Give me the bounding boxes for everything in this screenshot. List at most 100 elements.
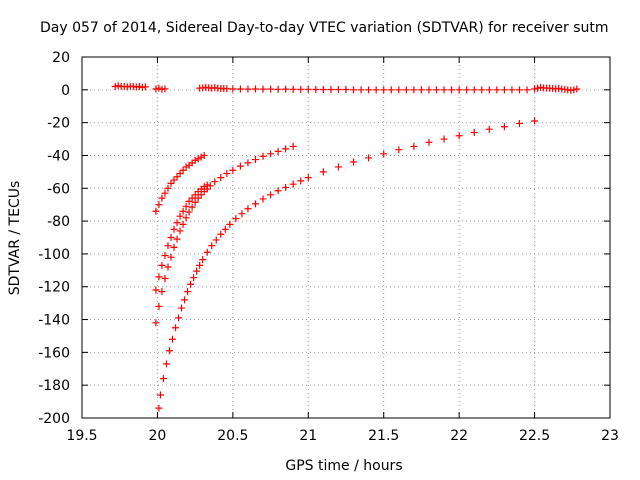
data-point <box>312 85 320 93</box>
data-point <box>410 142 418 150</box>
data-point <box>182 163 190 171</box>
series-decay-curve-2 <box>152 181 211 294</box>
data-point <box>425 86 433 94</box>
y-tick-label: -140 <box>38 313 70 329</box>
data-point <box>274 147 282 155</box>
data-point <box>470 128 478 136</box>
data-point <box>238 210 246 218</box>
data-point <box>259 195 267 203</box>
data-point <box>217 230 225 238</box>
data-point <box>282 145 290 153</box>
y-tick-label: 0 <box>61 83 70 99</box>
data-point <box>176 227 184 235</box>
data-point <box>221 225 229 233</box>
y-tick-label: -160 <box>38 345 70 361</box>
data-point <box>282 85 290 93</box>
x-tick-label: 22 <box>450 428 468 444</box>
data-point <box>425 138 433 146</box>
data-point <box>350 158 358 166</box>
data-point <box>251 156 259 164</box>
data-point <box>372 86 380 94</box>
data-point <box>162 360 170 368</box>
data-point <box>297 177 305 185</box>
data-point <box>194 155 202 163</box>
data-point <box>236 85 244 93</box>
data-point <box>395 146 403 154</box>
data-point <box>500 123 508 131</box>
data-point <box>152 286 160 294</box>
data-point <box>455 86 463 94</box>
data-point <box>289 142 297 150</box>
data-point <box>158 261 166 269</box>
y-tick-label: -20 <box>47 116 70 132</box>
series-flat-segment-2 <box>152 84 169 93</box>
data-point <box>493 86 501 94</box>
data-point <box>167 234 175 241</box>
data-point <box>152 319 160 327</box>
data-point <box>176 212 184 220</box>
data-point <box>181 296 189 304</box>
data-point <box>485 86 493 94</box>
series-decay-curve-1 <box>152 151 208 215</box>
data-point <box>223 170 231 178</box>
data-point <box>191 156 199 164</box>
data-point <box>319 168 327 176</box>
data-point <box>114 82 122 90</box>
data-point <box>350 86 358 94</box>
data-point <box>185 197 193 205</box>
data-point <box>173 235 181 243</box>
data-point <box>203 248 211 256</box>
data-point <box>485 125 493 133</box>
data-point <box>448 86 456 94</box>
data-point <box>197 191 205 199</box>
series-flat-segment-3 <box>196 83 581 94</box>
x-tick-label: 21 <box>299 428 317 444</box>
data-point <box>365 86 373 94</box>
grid <box>82 57 610 418</box>
data-point <box>135 83 143 91</box>
data-point <box>193 267 201 275</box>
data-point <box>531 85 539 93</box>
data-point <box>251 200 259 208</box>
data-point <box>244 85 252 93</box>
data-point <box>152 85 160 93</box>
y-tick-label: -100 <box>38 247 70 263</box>
data-point <box>251 85 259 93</box>
y-tick-label: -200 <box>38 411 70 427</box>
data-point <box>500 86 508 94</box>
data-point <box>185 208 193 216</box>
y-tick-label: -80 <box>47 214 70 230</box>
x-tick-label: 20.5 <box>217 428 248 444</box>
data-point <box>170 225 178 233</box>
x-tick-label: 21.5 <box>368 428 399 444</box>
data-point <box>470 86 478 94</box>
data-point <box>282 183 290 191</box>
data-point <box>191 198 199 206</box>
data-point <box>179 207 187 215</box>
data-point <box>259 85 267 93</box>
data-point <box>176 170 184 178</box>
data-point <box>199 256 207 264</box>
data-point <box>155 84 163 92</box>
data-point <box>190 274 198 282</box>
data-point <box>319 85 327 93</box>
data-point <box>289 180 297 188</box>
data-point <box>267 191 275 199</box>
data-point <box>365 154 373 162</box>
data-point <box>200 151 208 159</box>
data-point <box>164 242 172 250</box>
data-point <box>184 288 192 296</box>
x-tick-label: 19.5 <box>66 428 97 444</box>
data-point <box>159 375 167 383</box>
y-tick-label: -120 <box>38 280 70 296</box>
x-tick-label: 23 <box>601 428 619 444</box>
data-point <box>395 86 403 94</box>
data-point <box>182 202 190 210</box>
data-point <box>206 182 214 190</box>
x-tick-label: 20 <box>149 428 167 444</box>
data-point <box>203 185 211 193</box>
data-point <box>229 85 237 93</box>
data-point <box>534 84 542 92</box>
data-point <box>267 85 275 93</box>
